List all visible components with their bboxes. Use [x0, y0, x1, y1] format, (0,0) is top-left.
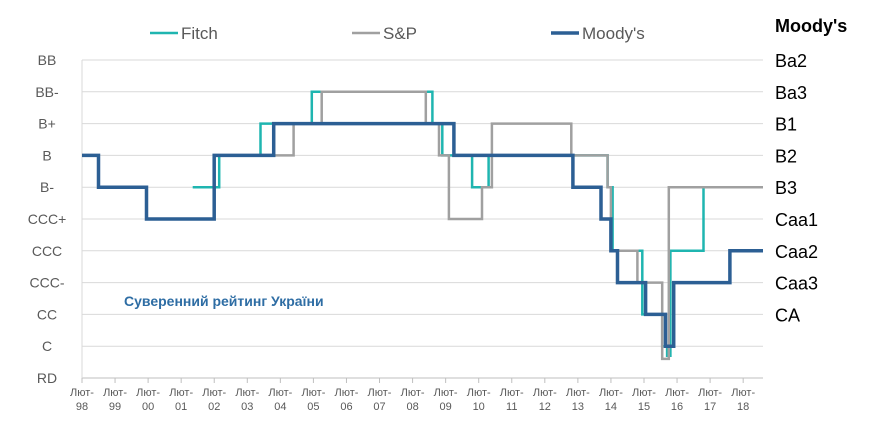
x-axis: Лют-98 Лют-99 Лют-00 Лют-01 Лют-02 Лют-03 Лют-… — [70, 60, 763, 413]
legend-label: S&P — [383, 24, 417, 43]
x-tick-label: Лют-03 — [235, 387, 259, 413]
x-tick-label: Лют-06 — [334, 387, 358, 413]
legend-item: S&P — [352, 24, 417, 43]
left-tick-label: C — [42, 338, 52, 354]
x-tick-label: Лют-11 — [500, 387, 524, 413]
series-line-s-p — [212, 90, 763, 361]
right-tick-label: Caa2 — [775, 242, 818, 262]
legend-label: Fitch — [181, 24, 218, 43]
right-tick-label: Ba3 — [775, 83, 807, 103]
series-line-moody-s — [82, 121, 763, 348]
x-tick-label: Лют-18 — [731, 387, 755, 413]
x-tick-label: Лют-15 — [632, 387, 656, 413]
x-tick-label: Лют-08 — [401, 387, 425, 413]
x-tick-label: Лют-13 — [566, 387, 590, 413]
right-tick-label: Caa1 — [775, 210, 818, 230]
x-tick-label: Лют-02 — [202, 387, 226, 413]
left-tick-label: RD — [37, 370, 57, 386]
right-tick-label: B1 — [775, 115, 797, 135]
left-tick-label: B+ — [38, 116, 56, 132]
legend-label: Moody's — [582, 24, 645, 43]
series-line-fitch — [192, 90, 763, 357]
left-tick-label: BB- — [35, 84, 59, 100]
x-tick-label: Лют-09 — [434, 387, 458, 413]
x-tick-label: Лют-05 — [301, 387, 325, 413]
x-tick-label: Лют-10 — [467, 387, 491, 413]
x-tick-label: Лют-16 — [665, 387, 689, 413]
left-tick-label: BB — [38, 52, 57, 68]
right-tick-label: Ba2 — [775, 51, 807, 71]
x-tick-label: Лют-07 — [368, 387, 392, 413]
right-axis-title: Moody's — [775, 16, 847, 36]
chart-annotation: Суверенний рейтинг України — [124, 293, 324, 309]
x-tick-label: Лют-98 — [70, 387, 94, 413]
legend: Fitch S&P Moody's — [150, 24, 645, 43]
right-tick-label: B3 — [775, 178, 797, 198]
right-moodys-axis: Moody's CA Caa3 Caa2 Caa1 B3 B2 B1 Ba3 Ba2 — [775, 16, 847, 325]
left-tick-label: CCC- — [30, 275, 65, 291]
legend-item: Fitch — [150, 24, 218, 43]
x-tick-label: Лют-14 — [599, 387, 623, 413]
series-layer — [82, 90, 763, 361]
right-tick-label: Caa3 — [775, 274, 818, 294]
right-tick-label: B2 — [775, 146, 797, 166]
right-tick-label: CA — [775, 305, 800, 325]
left-tick-label: B- — [40, 179, 54, 195]
x-tick-label: Лют-01 — [169, 387, 193, 413]
left-tick-label: CCC+ — [28, 211, 67, 227]
legend-item: Moody's — [551, 24, 645, 43]
x-tick-label: Лют-17 — [698, 387, 722, 413]
x-tick-label: Лют-04 — [268, 387, 292, 413]
x-tick-label: Лют-00 — [136, 387, 160, 413]
left-tick-label: B — [42, 147, 51, 163]
x-tick-label: Лют-12 — [533, 387, 557, 413]
left-tick-label: CCC — [32, 243, 62, 259]
left-tick-label: CC — [37, 306, 57, 322]
x-tick-label: Лют-99 — [103, 387, 127, 413]
